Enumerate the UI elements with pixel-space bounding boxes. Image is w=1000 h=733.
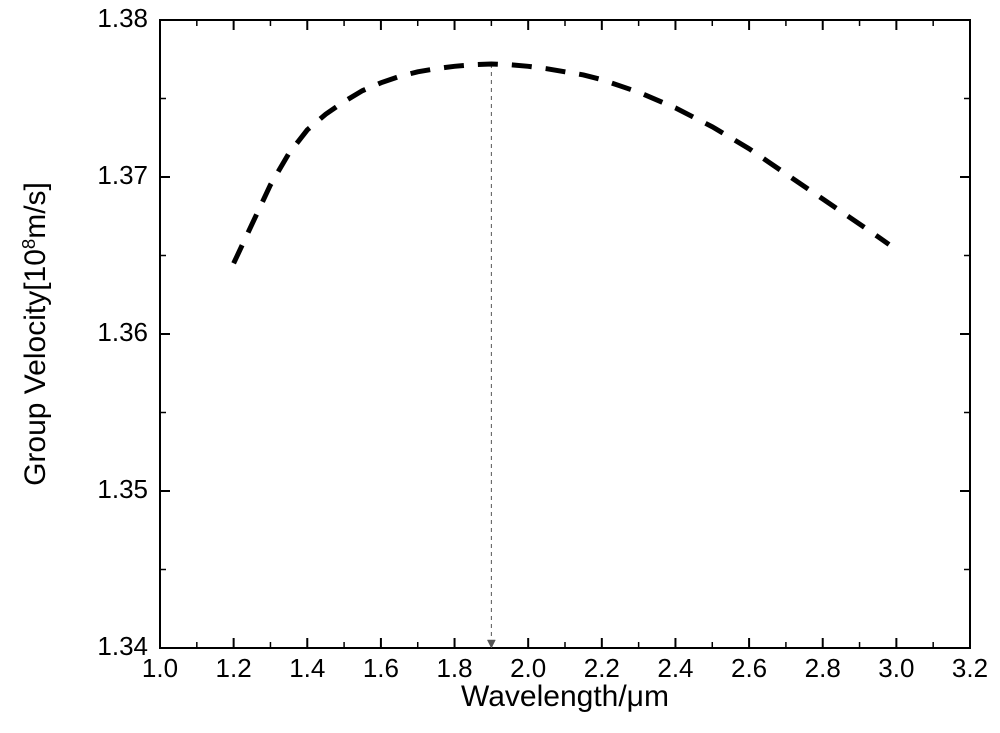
y-tick-label: 1.36 xyxy=(97,317,148,347)
group-velocity-curve xyxy=(234,64,889,263)
peak-marker-arrow xyxy=(487,640,495,648)
y-tick-label: 1.35 xyxy=(97,474,148,504)
x-axis-label: Wavelength/μm xyxy=(461,680,669,713)
x-tick-label: 3.0 xyxy=(878,653,914,683)
x-tick-label: 2.6 xyxy=(731,653,767,683)
x-tick-label: 2.0 xyxy=(510,653,546,683)
y-axis-label: Group Velocity[108m/s] xyxy=(18,182,53,486)
x-tick-label: 2.2 xyxy=(584,653,620,683)
x-tick-label: 1.4 xyxy=(289,653,325,683)
y-tick-label: 1.38 xyxy=(97,3,148,33)
x-tick-label: 2.4 xyxy=(657,653,693,683)
x-tick-label: 1.8 xyxy=(436,653,472,683)
chart-container: 1.01.21.41.61.82.02.22.42.62.83.03.21.34… xyxy=(0,0,1000,733)
x-tick-label: 1.2 xyxy=(216,653,252,683)
x-tick-label: 1.6 xyxy=(363,653,399,683)
y-tick-label: 1.34 xyxy=(97,631,148,661)
y-tick-label: 1.37 xyxy=(97,160,148,190)
line-chart: 1.01.21.41.61.82.02.22.42.62.83.03.21.34… xyxy=(0,0,1000,733)
x-tick-label: 2.8 xyxy=(805,653,841,683)
x-tick-label: 3.2 xyxy=(952,653,988,683)
